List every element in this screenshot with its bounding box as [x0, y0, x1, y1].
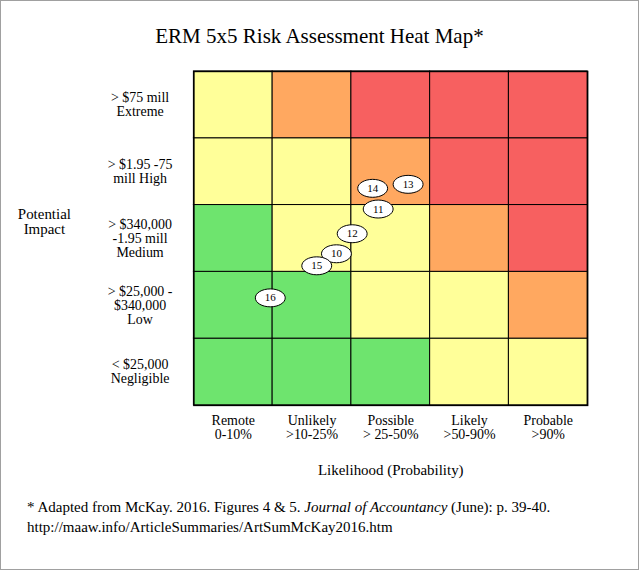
svg-text:15: 15	[311, 259, 322, 271]
html-text:http://maaw.info/ArticleSummar: http://maaw.info/ArticleSummaries/ArtSum…	[27, 519, 393, 535]
svg-text:Possible> 25-50%: Possible> 25-50%	[363, 413, 419, 442]
svg-text:Remote0-10%: Remote0-10%	[212, 413, 255, 442]
svg-text:Likely>50-90%: Likely>50-90%	[444, 413, 496, 442]
html-text:* Adapted from McKay. 2016. Fi: * Adapted from McKay. 2016. Figures 4 & …	[27, 499, 551, 515]
svg-text:Unlikely>10-25%: Unlikely>10-25%	[286, 413, 338, 442]
svg-text:< $25,000Negligible: < $25,000Negligible	[111, 357, 170, 386]
svg-text:Probable>90%: Probable>90%	[524, 413, 574, 442]
svg-text:14: 14	[367, 182, 378, 194]
svg-text:12: 12	[347, 227, 358, 239]
svg-text:> $25,000 -$340,000Low: > $25,000 -$340,000Low	[108, 284, 173, 327]
svg-text:> $75 millExtreme: > $75 millExtreme	[111, 90, 169, 119]
svg-text:13: 13	[403, 178, 414, 190]
svg-text:PotentialImpact: PotentialImpact	[18, 206, 71, 237]
svg-text:10: 10	[331, 247, 342, 259]
svg-text:11: 11	[373, 203, 384, 215]
svg-text:> $340,000-1.95 millMedium: > $340,000-1.95 millMedium	[108, 217, 172, 260]
svg-text:> $1.95 -75mill High: > $1.95 -75mill High	[108, 157, 173, 186]
svg-text:16: 16	[265, 291, 276, 303]
svg-text:Likelihood (Probability): Likelihood (Probability)	[318, 462, 464, 479]
html-text:ERM 5x5 Risk Assessment Heat M: ERM 5x5 Risk Assessment Heat Map*	[155, 24, 484, 48]
